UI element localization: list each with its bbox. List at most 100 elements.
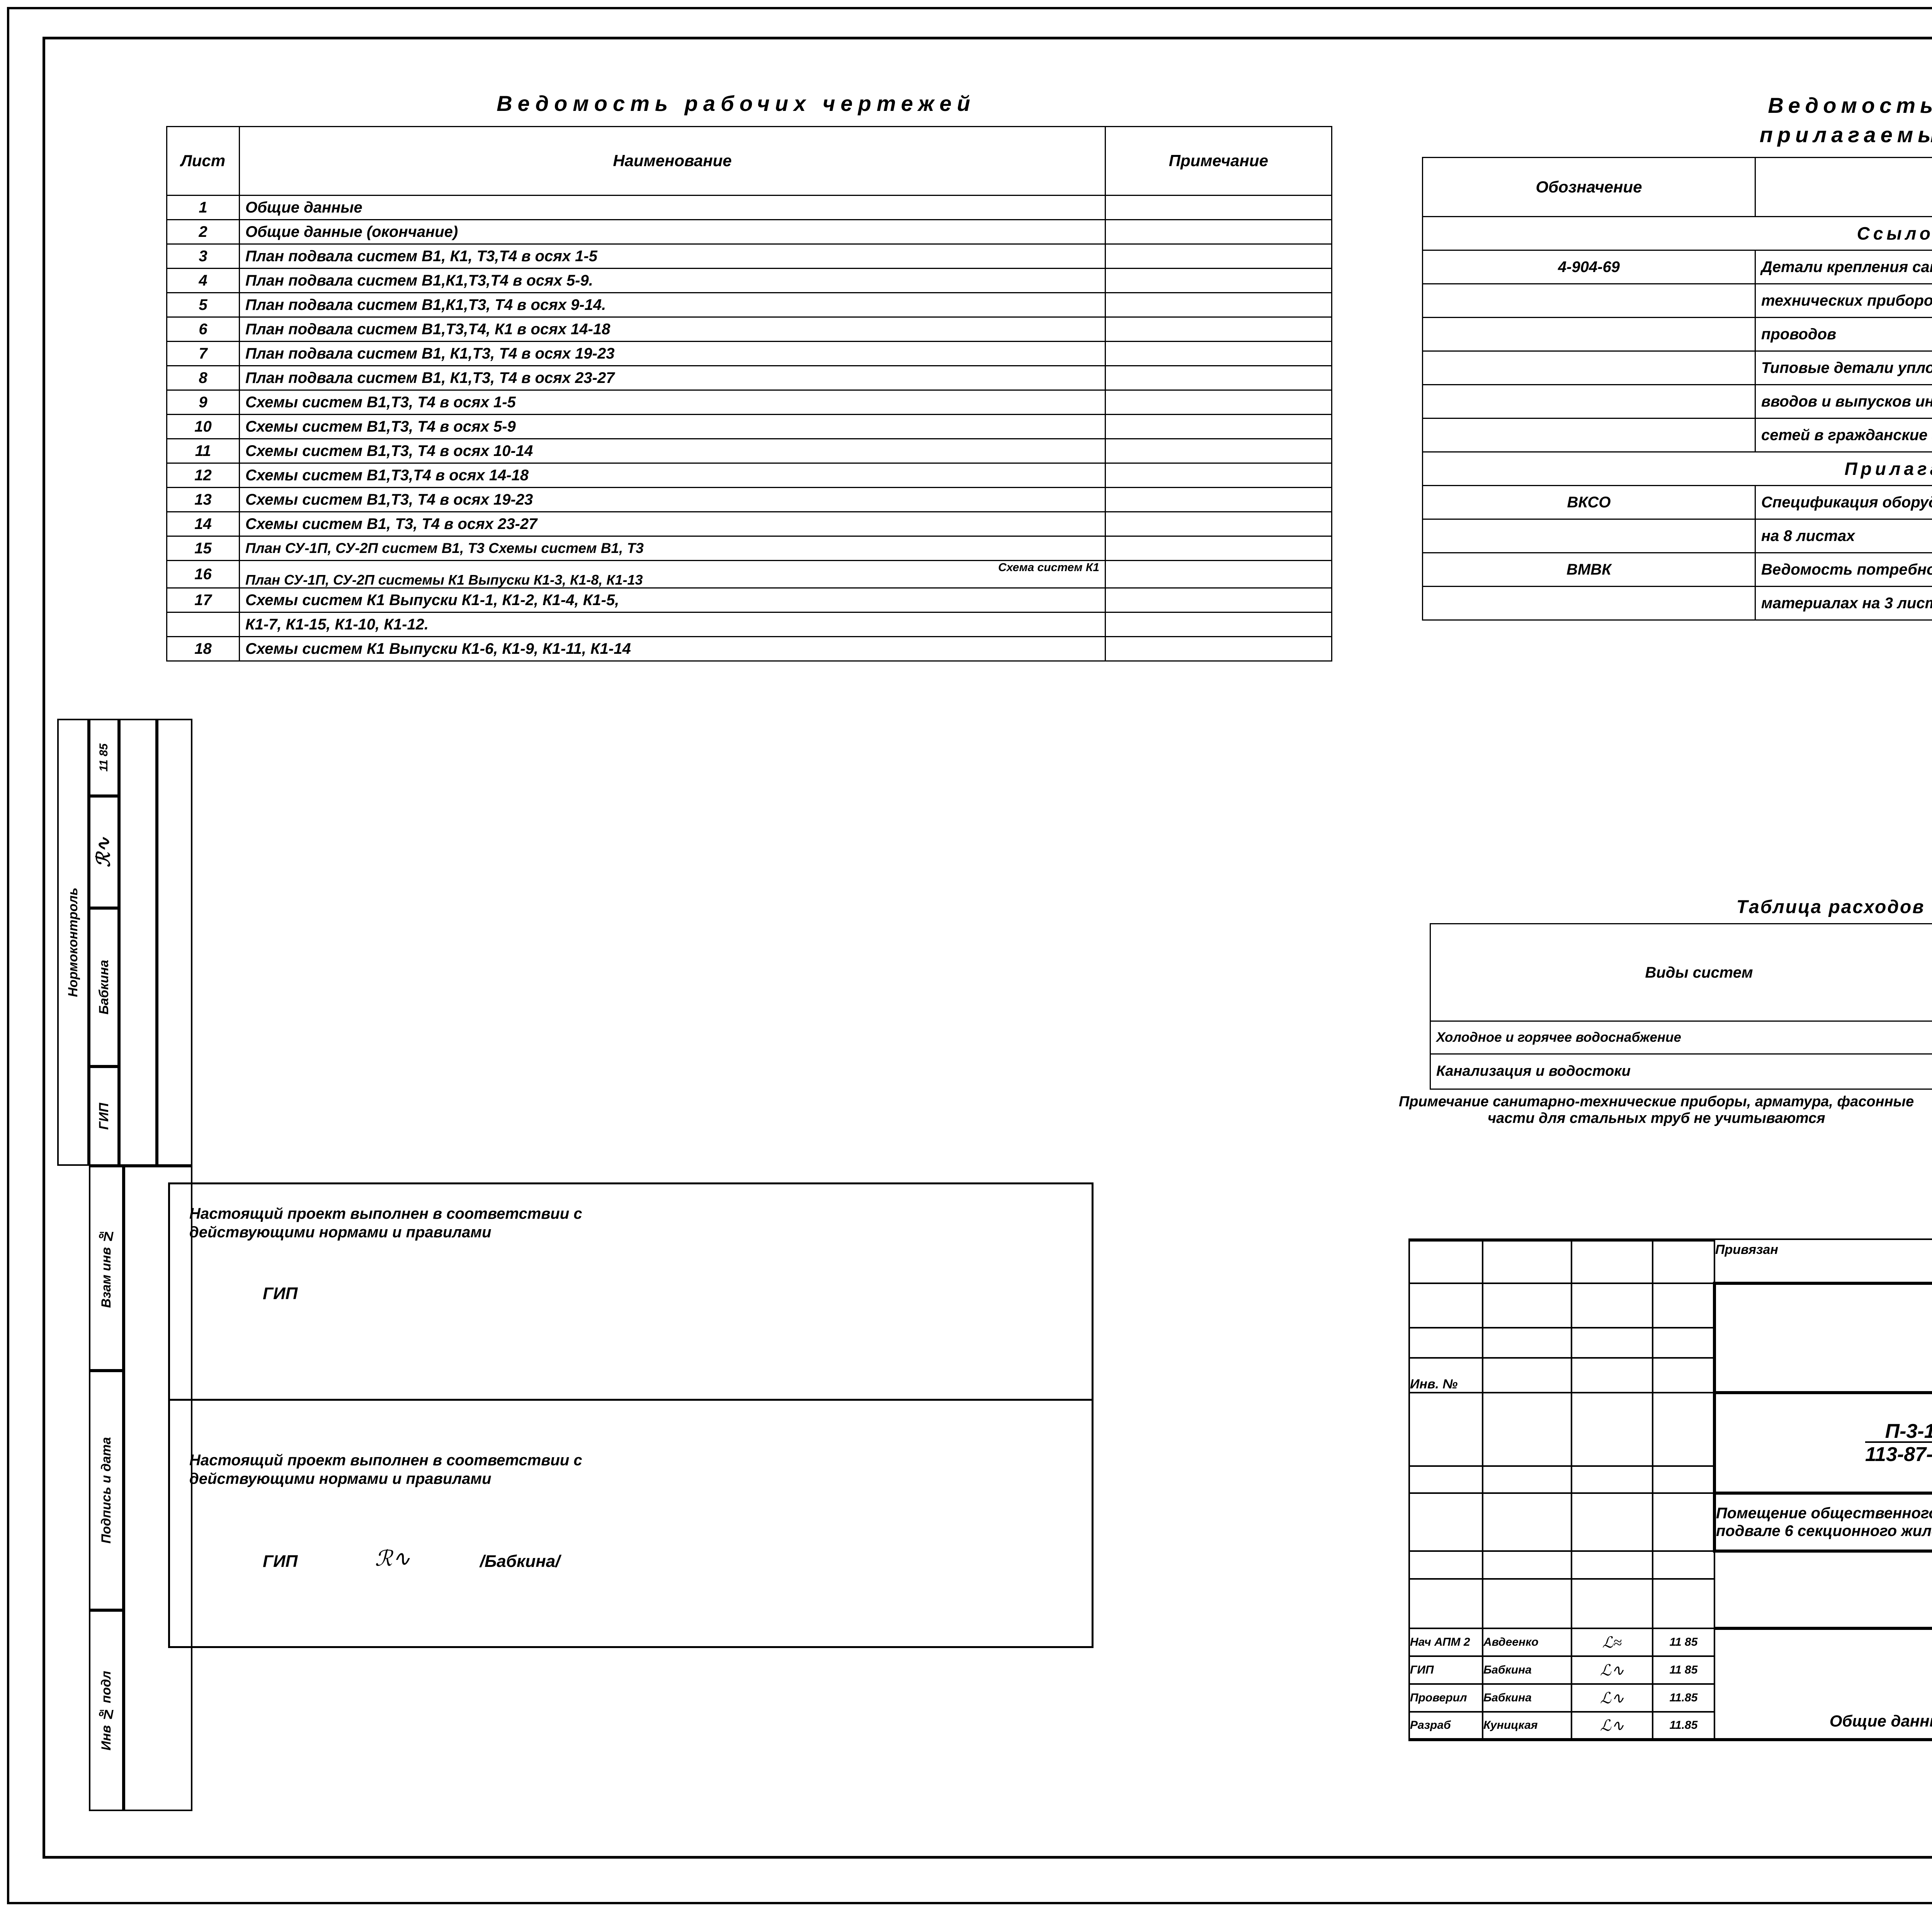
tb-sig-date-3: 11.85 bbox=[1652, 1711, 1715, 1741]
row-code: ВКСО bbox=[1422, 485, 1756, 520]
row-code bbox=[1422, 317, 1756, 352]
sheet-outer-frame bbox=[7, 7, 1932, 1904]
table-row: 4 План подвала систем В1,К1,Т3,Т4 в осях … bbox=[166, 268, 1332, 293]
tb-blank-a7 bbox=[1408, 1465, 1483, 1494]
stamp-label-inv-podl: Инв № подл bbox=[99, 1670, 114, 1751]
row-sheet: 4 bbox=[166, 268, 240, 293]
row-note bbox=[1105, 438, 1332, 464]
row-code bbox=[1422, 350, 1756, 386]
table-row: 9 Схемы систем В1,Т3, Т4 в осях 1-5 bbox=[166, 390, 1332, 415]
title-row-2 bbox=[1408, 1240, 1932, 1284]
table-row: 10 Схемы систем В1,Т3, Т4 в осях 5-9 bbox=[166, 414, 1332, 439]
tb-blank-a2 bbox=[1408, 1240, 1483, 1284]
title-row-4 bbox=[1408, 1327, 1932, 1359]
tb-privyazan-label: Привязан bbox=[1714, 1238, 1932, 1284]
title-row-code: П-3-1200 113-87-71287 4 03 ВКО bbox=[1408, 1391, 1932, 1495]
table-row: на 8 листах bbox=[1422, 519, 1932, 554]
title-block: Привязан Инв. № bbox=[1408, 1238, 1932, 1741]
sheet-inner-frame bbox=[43, 37, 1932, 1859]
row-code bbox=[1422, 283, 1756, 318]
tb-sig-role-1: ГИП bbox=[1408, 1655, 1483, 1685]
row-note bbox=[1105, 390, 1332, 415]
title-block-table: Привязан Инв. № bbox=[1408, 1238, 1932, 1741]
row-sheet: 1 bbox=[166, 195, 240, 220]
row-note bbox=[1105, 243, 1332, 269]
tb-blank-d9 bbox=[1652, 1550, 1715, 1580]
row-note bbox=[1105, 487, 1332, 512]
stamp-cell-podpis-data: Подпись и дата bbox=[89, 1371, 124, 1610]
row-superscript: Схема систем К1 bbox=[998, 561, 1099, 574]
tb-sig-name-3: Куницкая bbox=[1482, 1711, 1572, 1741]
table-row: сетей в гражданские здания bbox=[1422, 418, 1932, 453]
stamp-cell-blank-2 bbox=[157, 719, 192, 1166]
stamp-date: 11 85 bbox=[97, 743, 110, 772]
table-row: 14 Схемы систем В1, Т3, Т4 в осях 23-27 bbox=[166, 511, 1332, 537]
tb-sheet-title: Общие данные (начало) bbox=[1714, 1628, 1932, 1741]
row-code bbox=[1422, 519, 1756, 554]
drawings-list-table: Лист Наименование Примечание 1 Общие данн… bbox=[166, 126, 1332, 662]
tb-sig-date-2: 11.85 bbox=[1652, 1683, 1715, 1713]
tb-blank-d4 bbox=[1652, 1327, 1715, 1359]
signature-mark-icon: ℒ∿ bbox=[1571, 1711, 1653, 1741]
row-name: Спецификация оборудования bbox=[1755, 485, 1932, 520]
stamp-cell-blank-3 bbox=[124, 1166, 192, 1811]
row-note bbox=[1105, 414, 1332, 439]
signature-mark-icon: ℒ≈ bbox=[1571, 1628, 1653, 1657]
tb-blank-b7 bbox=[1482, 1465, 1572, 1494]
section-label-reference: Ссылочные документы bbox=[1422, 216, 1932, 251]
metals-note: Примечание санитарно-технические приборы… bbox=[1399, 1094, 1932, 1126]
row-sheet: 16 bbox=[166, 560, 240, 589]
table-row: вводов и выпусков инженерныхКиевЗНИИЭП bbox=[1422, 384, 1932, 419]
row-name-with-superscript: Схема систем К1 План СУ-1П, СУ-2П систем… bbox=[239, 560, 1106, 589]
metals-note-line2-wrap: части для стальных труб не учитываются 8… bbox=[1399, 1110, 1932, 1127]
metals-system: Канализация и водостоки bbox=[1430, 1053, 1932, 1090]
row-name: Схемы систем К1 Выпуски К1-6, К1-9, К1-1… bbox=[239, 636, 1106, 662]
tb-blank-d1 bbox=[1652, 1238, 1715, 1242]
row-note bbox=[1105, 292, 1332, 318]
tb-blank-d8 bbox=[1652, 1492, 1715, 1552]
row-sheet: 15 bbox=[166, 536, 240, 561]
stamp-label-normokontrol: Нормоконтроль bbox=[65, 887, 80, 997]
table-row: 3 План подвала систем В1, К1, Т3,Т4 в ося… bbox=[166, 243, 1332, 269]
tb-blank-a3 bbox=[1408, 1283, 1483, 1328]
row-name: проводов bbox=[1755, 317, 1932, 352]
row-sheet: 7 bbox=[166, 341, 240, 366]
header-sheet: Лист bbox=[166, 126, 240, 196]
tb-blank-c1 bbox=[1571, 1238, 1653, 1242]
row-name: технических приборов и трубо- bbox=[1755, 283, 1932, 318]
row-name: вводов и выпусков инженерных bbox=[1755, 384, 1932, 419]
row-note bbox=[1105, 268, 1332, 293]
tb-open-area bbox=[1713, 1282, 1932, 1394]
title-row-object: Помещение общественного назначения в под… bbox=[1408, 1492, 1932, 1553]
row-sheet: 3 bbox=[166, 243, 240, 269]
stamp-cell-gip: ГИП bbox=[89, 1067, 119, 1166]
statement2-signature-row: ГИП ℛ∿ /Бабкина/ bbox=[170, 1546, 1092, 1571]
title-row-privyazan: Привязан bbox=[1408, 1238, 1932, 1284]
tb-blank-b8 bbox=[1482, 1492, 1572, 1552]
table-row: 6 План подвала систем В1,Т3,Т4, К1 в осях… bbox=[166, 316, 1332, 342]
stamp-cell-date: 11 85 bbox=[89, 719, 119, 796]
reference-title-line1: Ведомость ссылочных и bbox=[1768, 93, 1932, 117]
tb-blank-a8 bbox=[1408, 1492, 1483, 1552]
title-row-sig-4: Разраб Куницкая ℒ∿ 11.85 bbox=[1408, 1711, 1932, 1741]
reference-list-table: Обозначение Наименование Примечание Ссыл… bbox=[1422, 157, 1932, 621]
statement1-role: ГИП bbox=[263, 1284, 298, 1303]
tb-sig-name-0: Авдеенко bbox=[1482, 1628, 1572, 1657]
row-name: сетей в гражданские здания bbox=[1755, 418, 1932, 453]
table-row: 2 Общие данные (окончание) bbox=[166, 219, 1332, 245]
tb-blank-c5 bbox=[1571, 1357, 1653, 1393]
row-name: Общие данные (окончание) bbox=[239, 219, 1106, 245]
statement1-line2: действующими нормами и правилами bbox=[189, 1224, 492, 1241]
row-name: материалах на 3 листах bbox=[1755, 586, 1932, 621]
stamp-name: Бабкина bbox=[96, 960, 111, 1015]
tb-object-line1: Помещение общественного назначения в bbox=[1716, 1505, 1932, 1522]
tb-blank-c8 bbox=[1571, 1492, 1653, 1552]
row-sheet: 5 bbox=[166, 292, 240, 318]
row-name: Общие данные bbox=[239, 195, 1106, 220]
tb-blank-d6 bbox=[1652, 1392, 1715, 1467]
tb-blank-a9 bbox=[1408, 1550, 1483, 1580]
tb-blank-d2 bbox=[1652, 1240, 1715, 1284]
row-name: К1-7, К1-15, К1-10, К1-12. bbox=[239, 611, 1106, 637]
tb-blank-b2 bbox=[1482, 1240, 1572, 1284]
tb-code-denominator: 113-87-71287 bbox=[1865, 1441, 1932, 1465]
